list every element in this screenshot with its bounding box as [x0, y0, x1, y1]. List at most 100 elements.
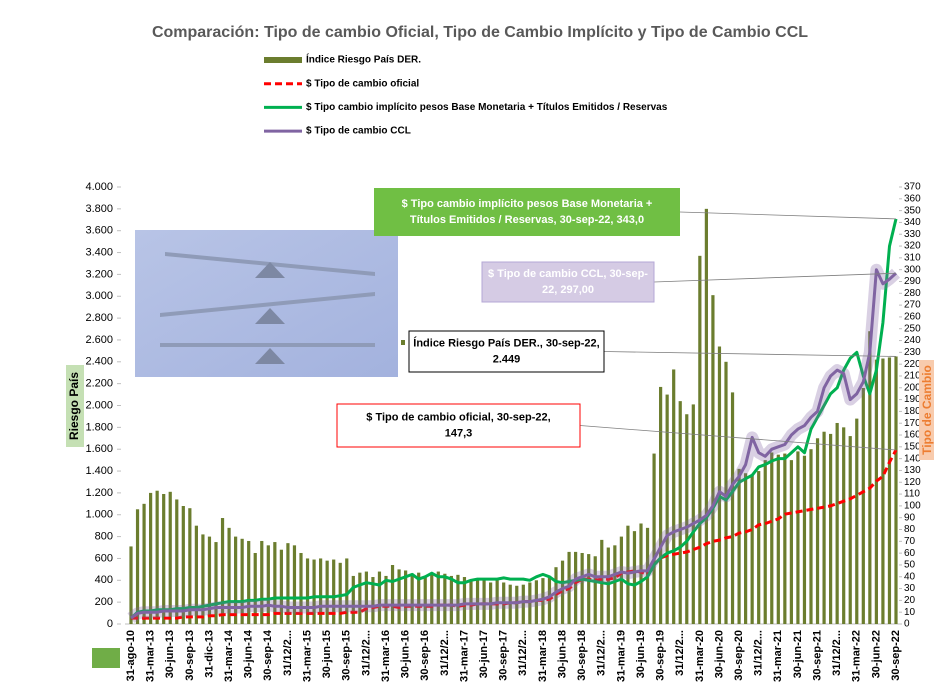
x-tick-label: 31-mar-13	[145, 630, 157, 682]
y2-tick-label: 220	[904, 359, 921, 370]
bar	[430, 574, 433, 624]
y2-label: Tipo de Cambio	[920, 365, 934, 455]
legend-swatch	[264, 57, 302, 63]
bar	[829, 434, 832, 624]
x-tick-label: 31-mar-14	[223, 629, 235, 682]
y2-tick-label: 200	[904, 382, 921, 393]
y2-tick-label: 80	[904, 524, 916, 535]
y-tick-label: 800	[95, 531, 113, 543]
y2-tick-label: 160	[904, 430, 921, 441]
y-tick-label: 0	[107, 618, 113, 630]
y2-tick-label: 180	[904, 406, 921, 417]
y-tick-label: 1.000	[85, 509, 113, 521]
bar	[796, 451, 799, 624]
y-tick-label: 600	[95, 552, 113, 564]
annotation-text: 2.449	[493, 353, 521, 365]
annotation-text: $ Tipo cambio implícito pesos Base Monet…	[402, 198, 653, 210]
bar	[698, 256, 701, 624]
bar	[352, 576, 355, 624]
y2-tick-label: 10	[904, 607, 916, 618]
x-tick-label: 30-jun-20	[713, 630, 725, 678]
y-tick-label: 3.000	[85, 290, 113, 302]
y-tick-label: 2.600	[85, 334, 113, 346]
bar	[692, 404, 695, 624]
y2-tick-label: 360	[904, 193, 921, 204]
x-tick-label: 31/12/2...	[596, 630, 608, 676]
x-tick-label: 31-mar-20	[694, 630, 706, 682]
x-tick-label: 30-jun-15	[321, 630, 333, 678]
bar	[142, 504, 145, 624]
y-label: Riesgo País	[67, 372, 81, 440]
x-tick-label: 31-mar-15	[301, 630, 313, 682]
bar	[607, 548, 610, 624]
y2-tick-label: 190	[904, 394, 921, 405]
bar	[737, 469, 740, 624]
y2-tick-label: 150	[904, 441, 921, 452]
bar	[391, 565, 394, 624]
y-tick-label: 2.000	[85, 399, 113, 411]
bar	[666, 395, 669, 624]
y2-tick-label: 230	[904, 347, 921, 358]
bar	[587, 554, 590, 624]
x-tick-label: 30-jun-18	[556, 630, 568, 678]
bar	[894, 356, 897, 624]
annotation-text: Títulos Emitidos / Reservas, 30-sep-22, …	[410, 214, 644, 226]
x-tick-label: 30-sep-17	[498, 630, 510, 681]
x-tick-label: 30-jun-16	[400, 630, 412, 678]
seesaw-picture	[135, 230, 398, 377]
x-tick-label: 31-mar-21	[772, 630, 784, 682]
bar	[777, 455, 780, 624]
bar	[881, 359, 884, 624]
bar	[411, 574, 414, 624]
x-tick-label: 31/12/2...	[831, 630, 843, 676]
y-tick-label: 1.200	[85, 487, 113, 499]
y2-tick-label: 30	[904, 583, 916, 594]
bar	[842, 427, 845, 624]
x-tick-label: 30-jun-17	[478, 630, 490, 678]
y-tick-label: 3.600	[85, 225, 113, 237]
x-tick-label: 30-jun-22	[870, 630, 882, 678]
x-tick-label: 30-jun-13	[164, 630, 176, 678]
x-tick-label: 31/12/2...	[360, 630, 372, 676]
bar	[783, 454, 786, 624]
annotation-text: 22, 297,00	[542, 284, 594, 296]
bar	[326, 561, 329, 624]
y2-tick-label: 140	[904, 453, 921, 464]
y-tick-label: 2.800	[85, 312, 113, 324]
bar	[594, 556, 597, 624]
bar	[888, 357, 891, 624]
corner-badge	[92, 648, 120, 668]
y2-tick-label: 90	[904, 512, 916, 523]
y-tick-label: 3.200	[85, 268, 113, 280]
bar	[875, 360, 878, 624]
y2-tick-label: 330	[904, 229, 921, 240]
bar	[836, 423, 839, 624]
y2-tick-label: 100	[904, 501, 921, 512]
y2-tick-label: 340	[904, 217, 921, 228]
bar	[652, 454, 655, 624]
bar	[770, 452, 773, 624]
y2-tick-label: 40	[904, 571, 916, 582]
y2-tick-label: 370	[904, 182, 921, 193]
y2-tick-label: 270	[904, 300, 921, 311]
bar	[816, 438, 819, 624]
bar	[365, 572, 368, 624]
bar	[731, 392, 734, 624]
annotation-text: $ Tipo de cambio oficial, 30-sep-22,	[366, 411, 550, 423]
legend-label: $ Tipo de cambio oficial	[306, 78, 419, 89]
bar	[679, 401, 682, 624]
x-tick-label: 31-mar-17	[458, 630, 470, 682]
x-tick-label: 30-sep-15	[341, 630, 353, 681]
annotation-text: $ Tipo de cambio CCL, 30-sep-	[488, 268, 648, 280]
bar	[162, 494, 165, 624]
bar	[378, 572, 381, 624]
y2-tick-label: 290	[904, 276, 921, 287]
bar	[718, 347, 721, 624]
y2-tick-label: 210	[904, 371, 921, 382]
bar	[267, 545, 270, 624]
bar	[803, 456, 806, 624]
x-tick-label: 30-jun-21	[792, 630, 804, 678]
bar	[443, 574, 446, 624]
x-tick-label: 30-sep-13	[184, 630, 196, 681]
bar	[855, 419, 858, 624]
